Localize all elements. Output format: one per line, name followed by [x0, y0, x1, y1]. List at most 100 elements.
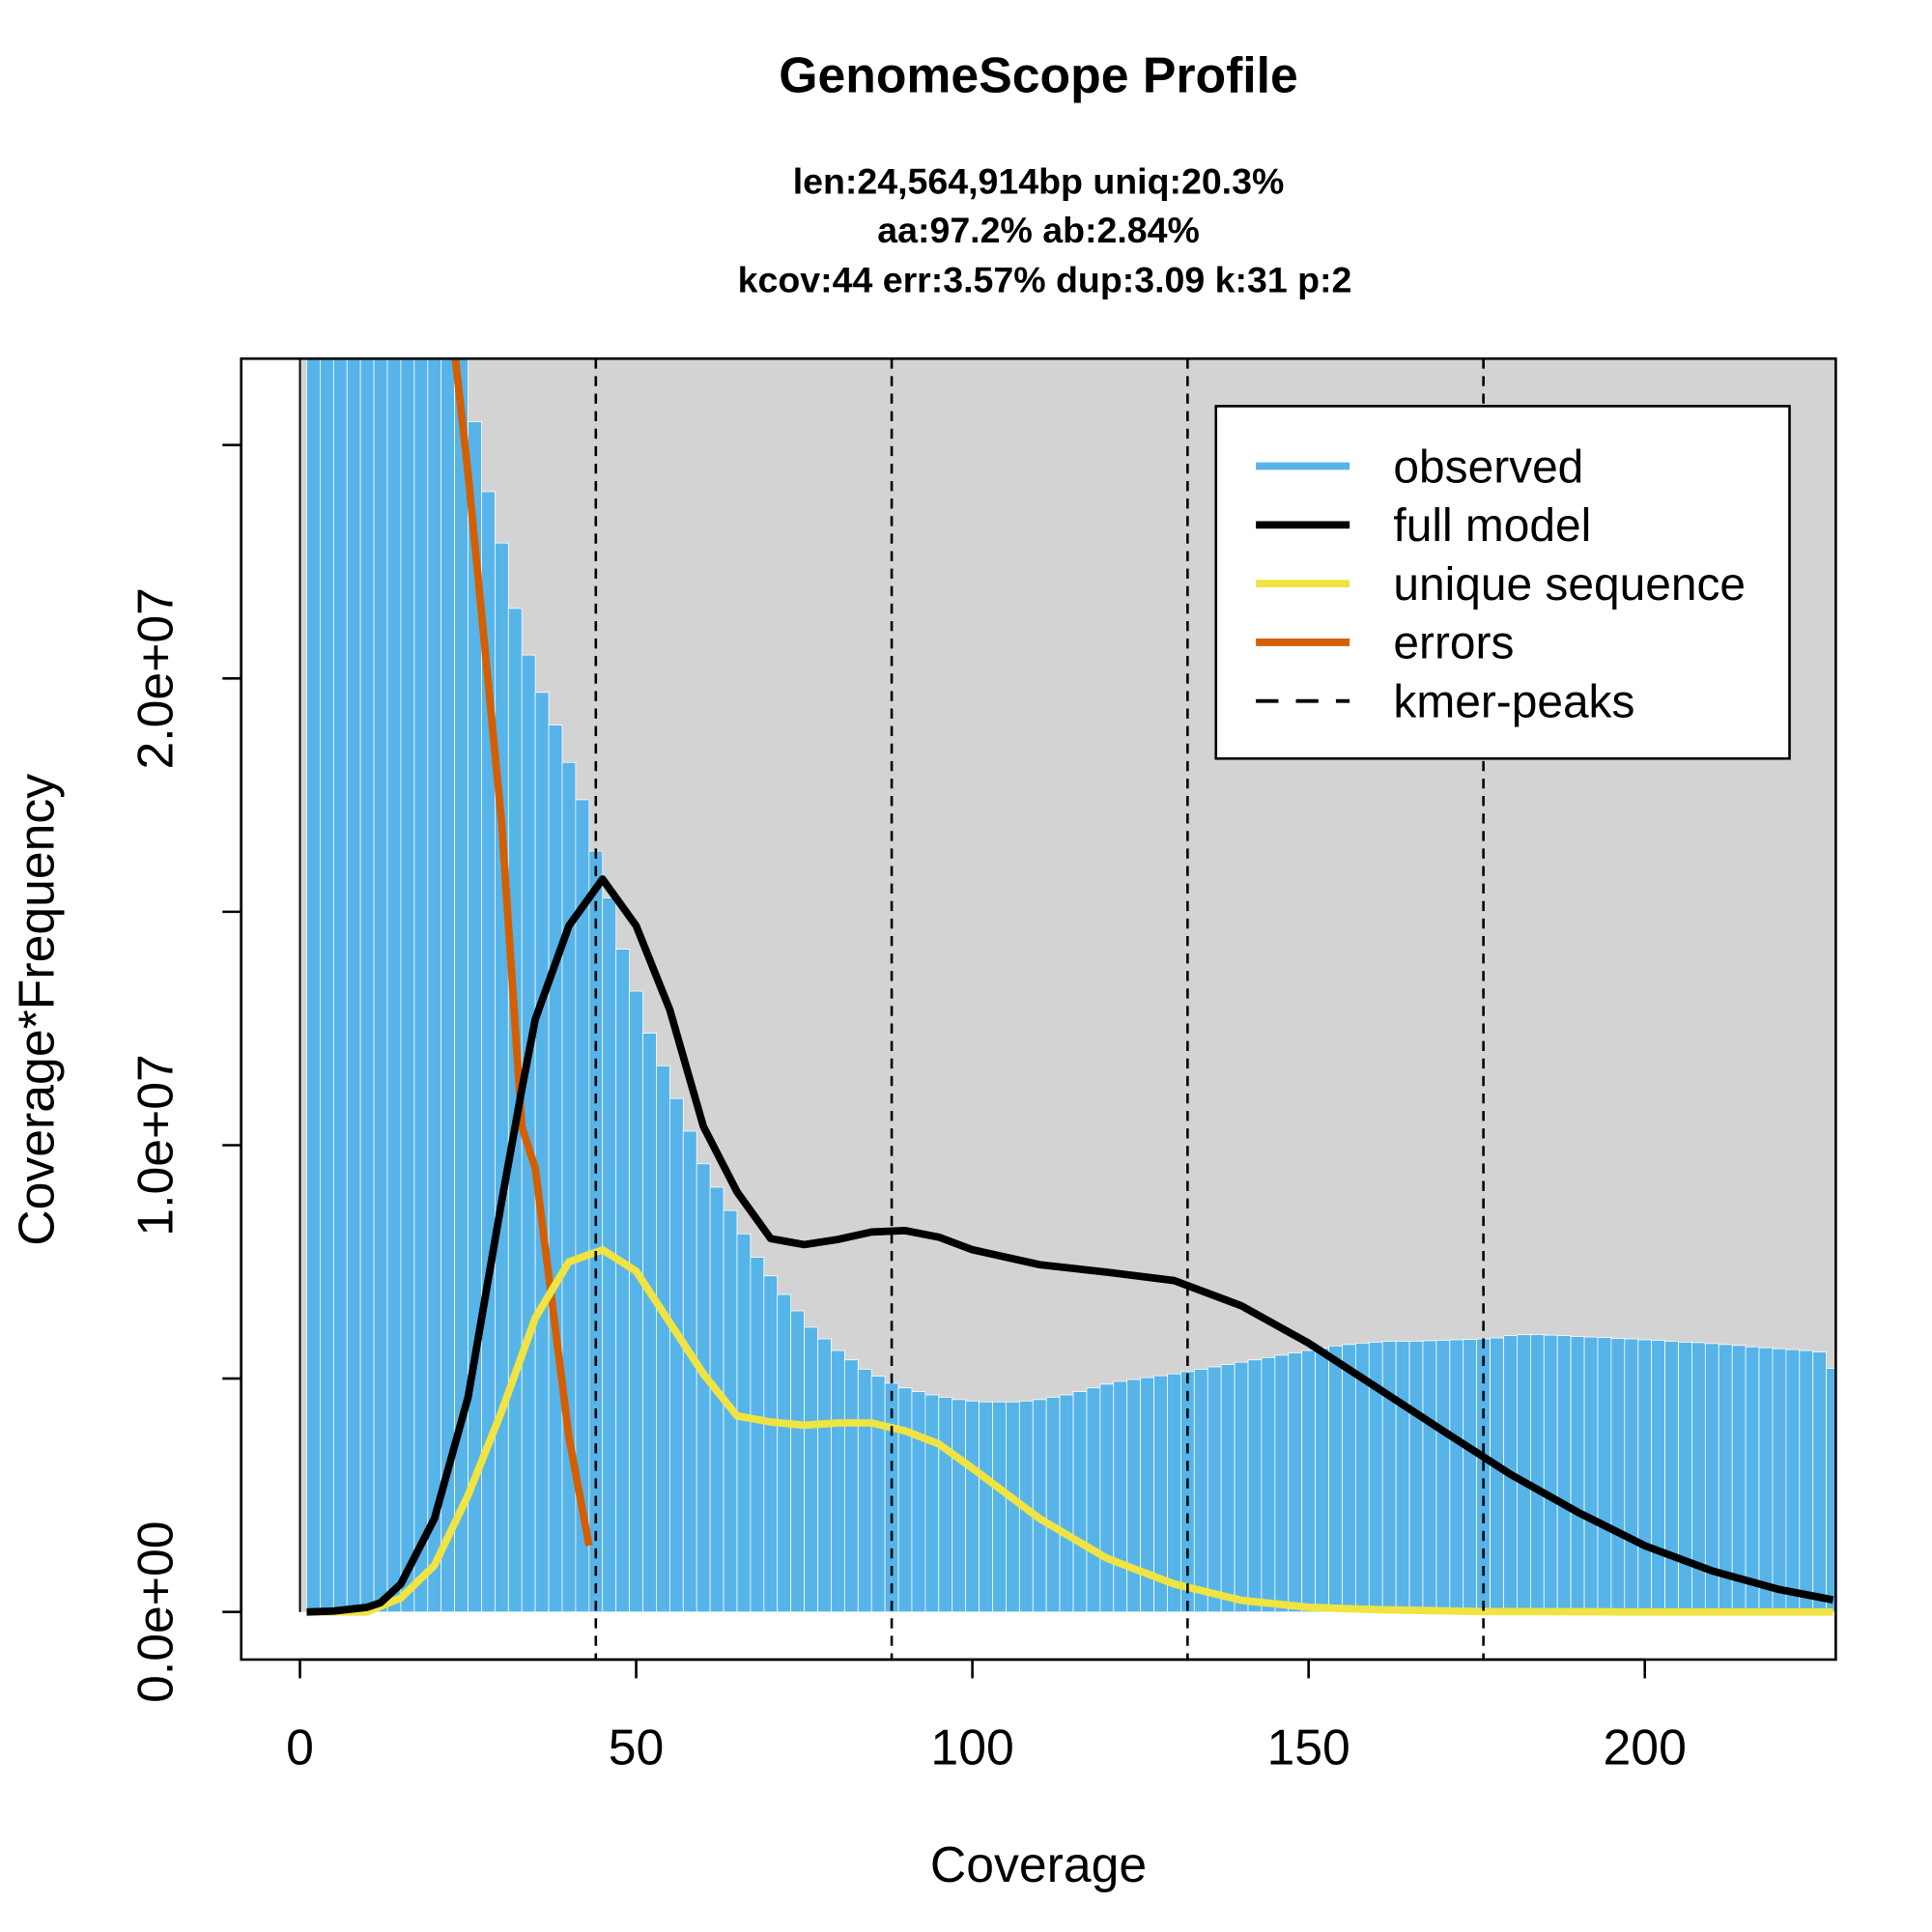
- bar: [911, 1391, 926, 1613]
- bar: [736, 1233, 752, 1613]
- y-tick-label: 0.0e+00: [128, 1520, 184, 1702]
- bar: [400, 358, 415, 1613]
- bar: [1745, 1346, 1760, 1613]
- bar: [1288, 1352, 1303, 1613]
- bar: [306, 358, 321, 1613]
- bar: [440, 358, 456, 1613]
- bar: [1529, 1334, 1545, 1613]
- model-line: [306, 1245, 1833, 1616]
- x-tick-label: 50: [609, 1719, 665, 1776]
- x-tick-label: 100: [930, 1719, 1013, 1776]
- bar: [642, 1033, 657, 1613]
- bar: [1597, 1337, 1612, 1613]
- bar: [979, 1401, 993, 1613]
- bar: [1126, 1378, 1142, 1613]
- y-tick-label: 1.0e+07: [128, 1054, 184, 1236]
- bar: [413, 358, 429, 1613]
- bar: [668, 1097, 684, 1613]
- bar: [1812, 1351, 1828, 1613]
- bar: [346, 358, 361, 1613]
- bar: [1180, 1371, 1195, 1613]
- bar: [1220, 1364, 1236, 1613]
- bar: [1247, 1359, 1263, 1613]
- bar: [1099, 1383, 1115, 1613]
- bar: [386, 358, 402, 1613]
- bar: [1826, 1368, 1836, 1613]
- bar: [1193, 1369, 1208, 1613]
- bar: [1556, 1335, 1572, 1613]
- bar: [817, 1338, 832, 1613]
- bar: [1045, 1397, 1061, 1613]
- bar: [494, 542, 509, 1613]
- bar: [992, 1401, 1007, 1613]
- chart-subtitle: aa:97.2% ab:2.84%: [877, 210, 1200, 250]
- bar: [897, 1387, 913, 1613]
- bar: [1731, 1345, 1747, 1613]
- bar: [790, 1310, 805, 1613]
- bar: [1785, 1349, 1801, 1613]
- bar: [615, 949, 630, 1613]
- bar: [1422, 1340, 1437, 1613]
- bar: [1342, 1344, 1356, 1613]
- bar: [1315, 1348, 1329, 1613]
- chart-subtitle: kcov:44 err:3.57% dup:3.09 k:31 p:2: [738, 260, 1352, 300]
- bar: [1072, 1391, 1088, 1613]
- legend-label: unique sequence: [1393, 559, 1746, 611]
- chart-title: GenomeScope Profile: [779, 47, 1298, 103]
- bar: [1758, 1347, 1774, 1613]
- bar: [1113, 1380, 1128, 1613]
- bar: [1610, 1338, 1626, 1613]
- bar: [1006, 1401, 1020, 1613]
- bar: [750, 1257, 765, 1613]
- bar: [1408, 1341, 1424, 1613]
- axes: 0 50 100 150 200 0.0e+00 1.0e+07 2.0e+07: [128, 356, 1837, 1776]
- y-axis-label: Coverage*Frequency: [9, 774, 65, 1246]
- bar: [1678, 1342, 1692, 1613]
- bar: [1463, 1339, 1478, 1613]
- bar: [857, 1369, 872, 1613]
- bar: [1651, 1340, 1665, 1613]
- bar: [1167, 1373, 1181, 1613]
- bar: [656, 1065, 670, 1613]
- bar: [696, 1163, 711, 1613]
- x-tick-label: 0: [286, 1719, 314, 1776]
- bar: [373, 358, 388, 1613]
- bar: [332, 358, 348, 1613]
- bar: [831, 1350, 845, 1613]
- bar: [1517, 1334, 1531, 1613]
- bar: [629, 990, 643, 1613]
- bar: [777, 1293, 792, 1613]
- bar: [952, 1399, 967, 1613]
- bar: [1799, 1350, 1814, 1613]
- bar: [1490, 1337, 1504, 1613]
- legend: observed full model unique sequence errors k…: [1214, 405, 1791, 760]
- bar: [804, 1326, 818, 1613]
- legend-label: full model: [1393, 500, 1591, 552]
- bar: [1664, 1341, 1679, 1613]
- x-tick-label: 150: [1266, 1719, 1350, 1776]
- bar: [1261, 1356, 1276, 1613]
- bar: [561, 761, 577, 1613]
- bar: [1274, 1354, 1290, 1613]
- model-line: [451, 358, 593, 1547]
- bar: [320, 358, 334, 1613]
- bar: [682, 1130, 697, 1613]
- bar: [870, 1376, 886, 1613]
- y-tick-label: 2.0e+07: [128, 587, 184, 769]
- bar: [548, 724, 563, 1613]
- bar: [1624, 1338, 1639, 1613]
- bar: [427, 358, 442, 1613]
- x-tick-label: 200: [1604, 1719, 1687, 1776]
- bar: [359, 358, 375, 1613]
- bar: [1583, 1336, 1599, 1613]
- bar: [1772, 1348, 1787, 1613]
- legend-label: observed: [1393, 441, 1583, 493]
- bar: [843, 1359, 859, 1613]
- bar: [965, 1400, 980, 1613]
- bar: [1381, 1341, 1397, 1613]
- bar: [1207, 1366, 1222, 1613]
- chart-subtitle: len:24,564,914bp uniq:20.3%: [793, 161, 1285, 202]
- bar: [763, 1275, 779, 1613]
- bar: [534, 692, 550, 1613]
